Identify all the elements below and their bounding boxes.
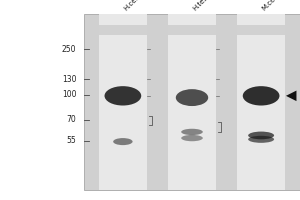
Bar [168, 14, 216, 190]
Text: 55: 55 [67, 136, 76, 145]
Ellipse shape [248, 132, 274, 139]
Bar [84, 14, 300, 190]
Ellipse shape [181, 135, 203, 141]
Text: 70: 70 [67, 115, 76, 124]
Text: 130: 130 [62, 75, 76, 84]
Text: 250: 250 [62, 45, 76, 54]
Bar [168, 25, 216, 35]
Ellipse shape [113, 138, 133, 145]
Text: H.testis: H.testis [192, 0, 215, 12]
Bar [237, 25, 285, 35]
Ellipse shape [176, 89, 208, 106]
Text: H.cerebellum: H.cerebellum [123, 0, 160, 12]
Ellipse shape [104, 86, 141, 106]
Ellipse shape [248, 136, 274, 143]
Text: M.cerebellum: M.cerebellum [261, 0, 299, 12]
Bar [99, 14, 147, 190]
Bar [237, 14, 285, 190]
Ellipse shape [181, 129, 203, 135]
Ellipse shape [243, 86, 280, 106]
Text: 100: 100 [62, 90, 76, 99]
Bar [99, 25, 147, 35]
Polygon shape [286, 91, 296, 101]
